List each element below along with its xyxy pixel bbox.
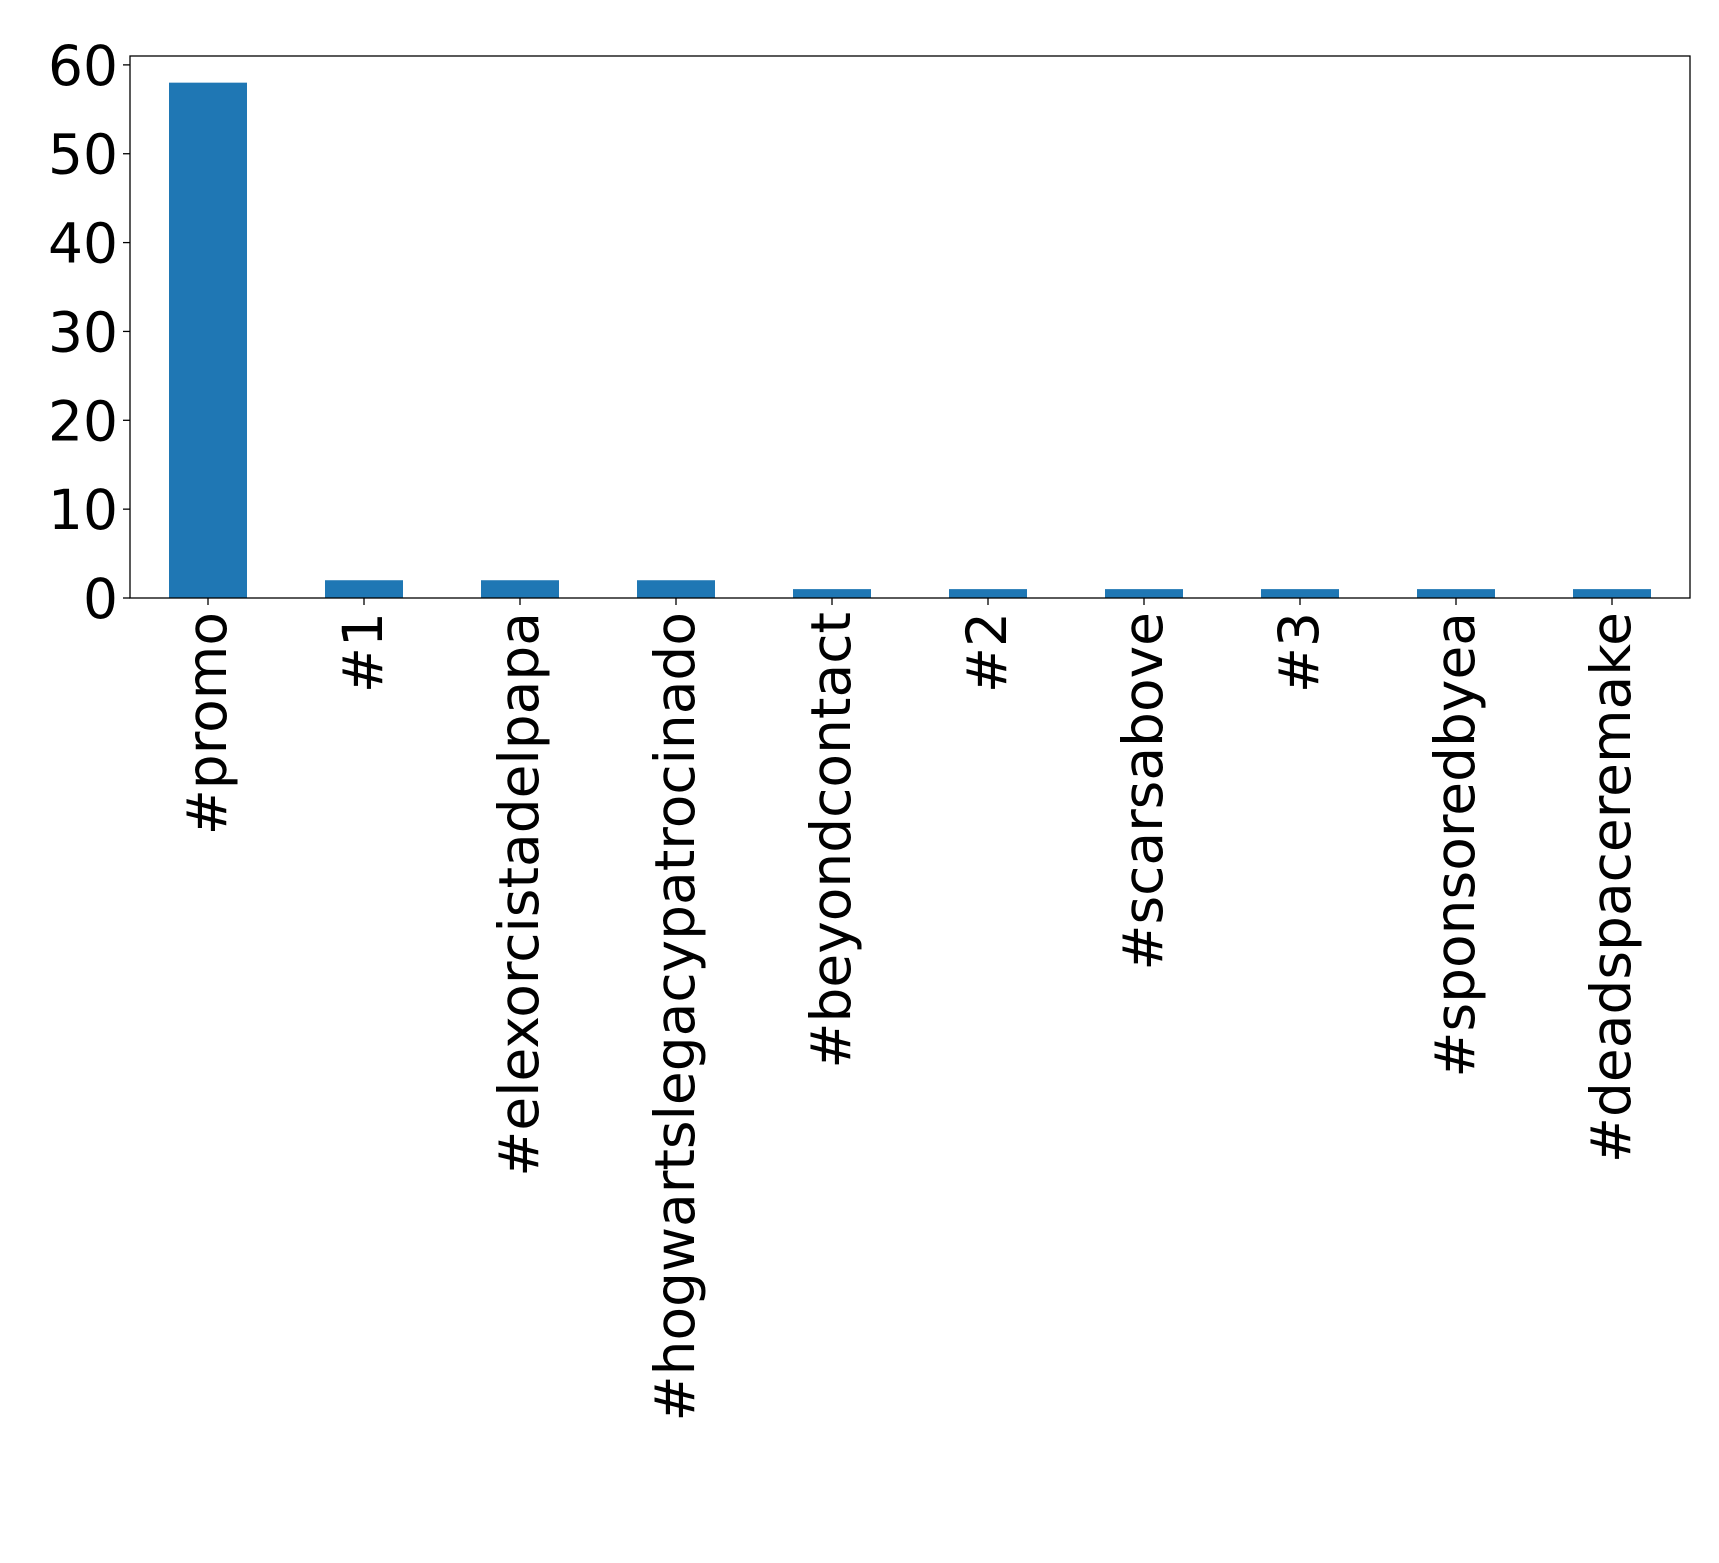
y-tick-label: 10 xyxy=(48,478,118,542)
bar xyxy=(637,580,715,598)
x-axis-ticks: #promo #1 #elexorcistadelpapa #hogwartslega… xyxy=(175,598,1643,1421)
bar xyxy=(1261,589,1339,598)
plot-frame xyxy=(129,55,1691,599)
x-tick-label: #elexorcistadelpapa xyxy=(487,612,551,1177)
bar xyxy=(949,589,1027,598)
bar xyxy=(325,580,403,598)
y-axis-ticks: 0 10 20 30 40 50 60 xyxy=(48,34,130,631)
y-tick-label: 60 xyxy=(48,34,118,98)
x-tick-label: #scarsabove xyxy=(1111,612,1175,971)
bar xyxy=(169,82,247,598)
x-tick-label: #deadspaceremake xyxy=(1579,612,1643,1163)
x-tick-label: #hogwartslegacypatrocinado xyxy=(643,612,707,1421)
y-tick-label: 0 xyxy=(83,567,118,631)
y-tick-label: 50 xyxy=(48,123,118,187)
x-tick-label: #beyondcontact xyxy=(799,612,863,1069)
y-tick-label: 30 xyxy=(48,300,118,364)
bar xyxy=(481,580,559,598)
x-tick-label: #3 xyxy=(1267,612,1331,693)
bars-group xyxy=(169,82,1651,598)
bar xyxy=(1573,589,1651,598)
x-tick-label: #sponsoredbyea xyxy=(1423,612,1487,1078)
bar xyxy=(1105,589,1183,598)
x-tick-label: #2 xyxy=(955,612,1019,693)
x-tick-label: #1 xyxy=(331,612,395,693)
bar xyxy=(1417,589,1495,598)
y-tick-label: 20 xyxy=(48,389,118,453)
bar xyxy=(793,589,871,598)
x-tick-label: #promo xyxy=(175,612,239,835)
y-tick-label: 40 xyxy=(48,212,118,276)
